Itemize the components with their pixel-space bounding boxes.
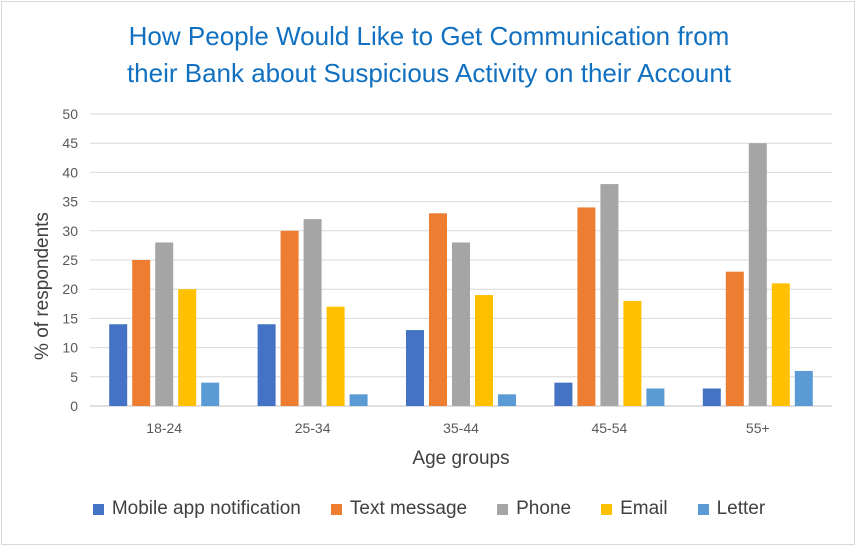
y-tick-label: 10: [62, 340, 78, 356]
bar-phone-18-24: [155, 242, 174, 406]
bar-text-message-45-54: [577, 207, 596, 406]
bar-mobile-app-notification-25-34: [257, 324, 276, 406]
bar-email-25-34: [326, 306, 345, 406]
bar-phone-25-34: [303, 219, 322, 406]
x-tick-label: 35-44: [443, 420, 479, 436]
legend-label: Letter: [716, 498, 766, 519]
bar-text-message-18-24: [132, 260, 151, 406]
x-tick-label: 25-34: [295, 420, 331, 436]
bar-letter-45-54: [646, 388, 665, 406]
legend-item: Mobile app notification: [92, 498, 301, 520]
x-tick-label: 55+: [746, 420, 770, 436]
x-axis-ticks: 18-24 25-34 35-44 45-54 55+: [146, 420, 769, 436]
legend-item: Phone: [497, 498, 571, 520]
chart-title: How People Would Like to Get Communicati…: [2, 18, 856, 92]
bar-mobile-app-notification-45-54: [554, 382, 573, 406]
legend-swatch: [697, 503, 709, 515]
bar-text-message-25-34: [280, 230, 299, 406]
bar-letter-25-34: [349, 394, 368, 406]
legend-swatch: [330, 503, 342, 515]
y-tick-label: 5: [70, 369, 78, 385]
x-tick-label: 45-54: [591, 420, 627, 436]
bar-phone-35-44: [452, 242, 470, 406]
legend-swatch: [92, 503, 104, 515]
bar-letter-35-44: [498, 394, 516, 406]
bar-text-message-35-44: [429, 213, 447, 406]
y-tick-label: 30: [62, 223, 78, 239]
legend-label: Email: [620, 498, 668, 519]
y-tick-label: 15: [62, 310, 78, 326]
y-axis-ticks: 0 5 10 15 20 25 30 35 40 45 50: [62, 106, 78, 414]
bar-mobile-app-notification-35-44: [406, 330, 424, 406]
bar-phone-45-54: [600, 184, 619, 406]
bar-email-45-54: [623, 300, 642, 406]
bar-letter-55+: [794, 370, 813, 406]
bar-letter-18-24: [201, 382, 220, 406]
y-tick-label: 20: [62, 281, 78, 297]
legend-item: Text message: [330, 498, 468, 520]
legend-label: Text message: [349, 498, 468, 519]
bar-mobile-app-notification-55+: [702, 388, 721, 406]
y-tick-label: 50: [62, 106, 78, 122]
chart-title-line-2: their Bank about Suspicious Activity on …: [126, 58, 732, 88]
bar-email-35-44: [475, 295, 493, 406]
legend-item: Letter: [697, 498, 766, 520]
y-tick-label: 0: [70, 398, 78, 414]
legend: Mobile app notification Text message Phone…: [2, 498, 856, 520]
bar-email-18-24: [178, 289, 197, 406]
bar-phone-55+: [748, 143, 767, 406]
y-tick-label: 25: [62, 252, 78, 268]
x-tick-label: 18-24: [146, 420, 182, 436]
legend-label: Phone: [516, 498, 572, 519]
bars: [109, 143, 813, 406]
y-axis-label: % of respondents: [32, 212, 53, 360]
y-tick-label: 45: [62, 135, 78, 151]
bar-text-message-55+: [725, 271, 744, 406]
legend-label: Mobile app notification: [111, 498, 301, 519]
bar-email-55+: [771, 283, 790, 406]
y-tick-label: 40: [62, 164, 78, 180]
bar-mobile-app-notification-18-24: [109, 324, 128, 406]
legend-swatch: [601, 503, 613, 515]
gridlines: [90, 113, 832, 407]
legend-swatch: [497, 503, 509, 515]
x-axis-label: Age groups: [412, 448, 509, 469]
chart-title-line-1: How People Would Like to Get Communicati…: [128, 21, 730, 51]
legend-item: Email: [601, 498, 668, 520]
y-tick-label: 35: [62, 194, 78, 210]
